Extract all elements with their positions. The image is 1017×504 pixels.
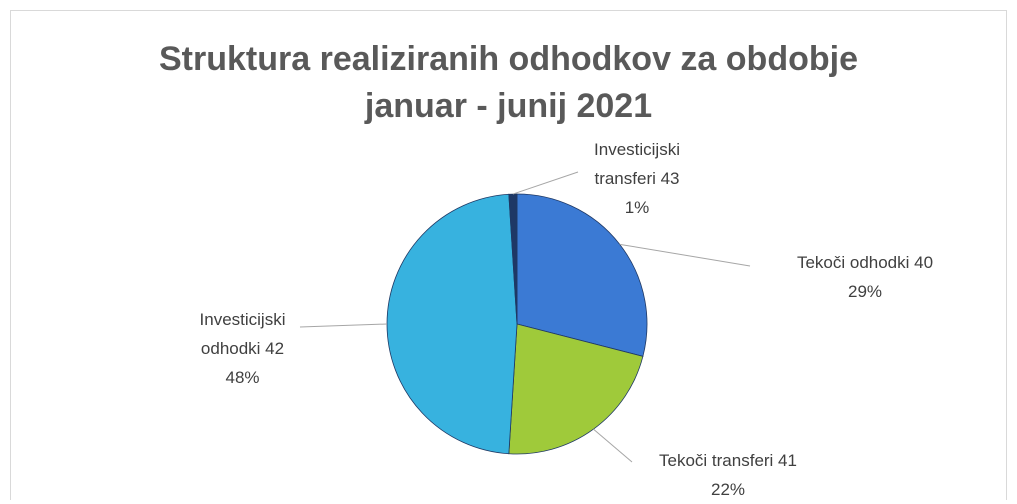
- data-label: Investicijski transferi 43 1%: [577, 135, 697, 222]
- value-label: 29%: [847, 282, 883, 301]
- pie-slice: [386, 193, 518, 455]
- chart-title: januar - junij 2021: [364, 87, 653, 125]
- value-label: 48%: [225, 368, 260, 387]
- chart-border: [10, 10, 1007, 500]
- leader-line: [619, 243, 751, 267]
- chart-title: Struktura realiziranih odhodkov za obdob…: [159, 40, 858, 78]
- category-label: Investicijski odhodki 42: [199, 310, 286, 358]
- leader-line: [299, 323, 388, 328]
- data-label: Tekoči transferi 41 22%: [618, 446, 838, 504]
- leader-line: [593, 428, 633, 463]
- category-label: Tekoči odhodki 40: [796, 253, 934, 272]
- category-label: Investicijski transferi 43: [594, 140, 680, 188]
- leader-line: [512, 171, 579, 195]
- value-label: 22%: [710, 480, 746, 499]
- category-label: Tekoči transferi 41: [659, 451, 797, 470]
- data-label: Tekoči odhodki 40 29%: [755, 248, 975, 306]
- pie-slice: [516, 193, 648, 357]
- pie-slice: [508, 193, 518, 325]
- data-label: Investicijski odhodki 42 48%: [175, 305, 310, 392]
- value-label: 1%: [624, 198, 650, 217]
- pie-slice: [508, 323, 644, 455]
